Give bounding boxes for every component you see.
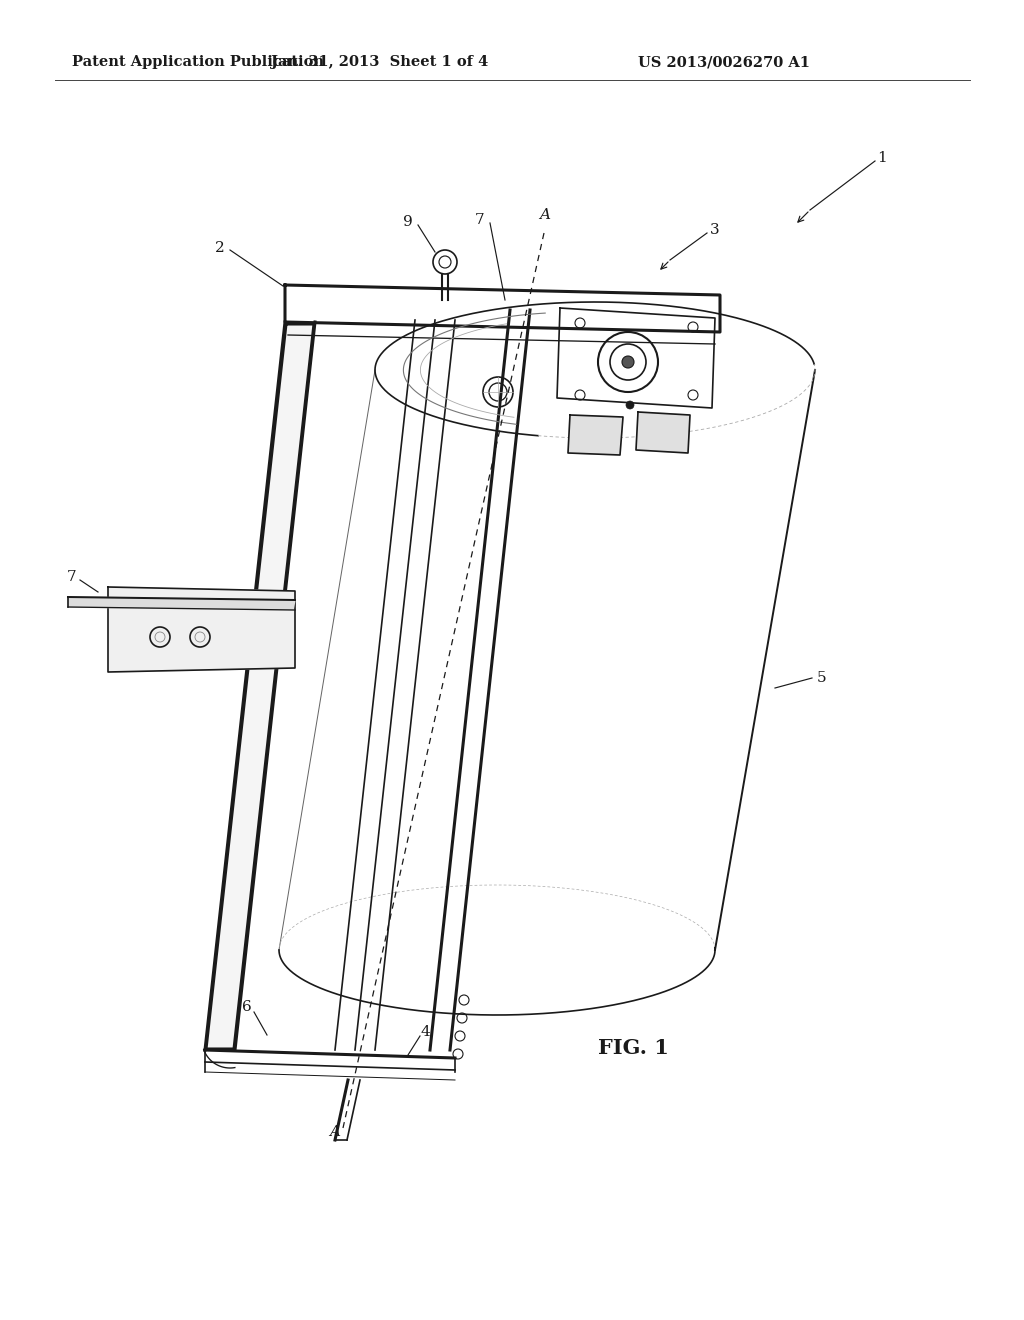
Text: Patent Application Publication: Patent Application Publication	[72, 55, 324, 69]
Polygon shape	[68, 597, 295, 610]
Text: 3: 3	[711, 223, 720, 238]
Text: 2: 2	[215, 242, 225, 255]
Text: A: A	[330, 1125, 341, 1139]
Text: 4: 4	[420, 1026, 430, 1039]
Circle shape	[626, 401, 634, 409]
Text: 7: 7	[68, 570, 77, 583]
Polygon shape	[568, 414, 623, 455]
Text: 7: 7	[475, 213, 484, 227]
Text: 6: 6	[242, 1001, 252, 1014]
Polygon shape	[108, 587, 295, 672]
Text: 5: 5	[817, 671, 826, 685]
Text: Jan. 31, 2013  Sheet 1 of 4: Jan. 31, 2013 Sheet 1 of 4	[271, 55, 488, 69]
Polygon shape	[206, 323, 314, 1049]
Text: 9: 9	[403, 215, 413, 228]
Text: FIG. 1: FIG. 1	[598, 1038, 669, 1059]
Text: A: A	[540, 209, 551, 222]
Text: US 2013/0026270 A1: US 2013/0026270 A1	[638, 55, 810, 69]
Text: 1: 1	[878, 150, 887, 165]
Circle shape	[622, 356, 634, 368]
Polygon shape	[636, 412, 690, 453]
